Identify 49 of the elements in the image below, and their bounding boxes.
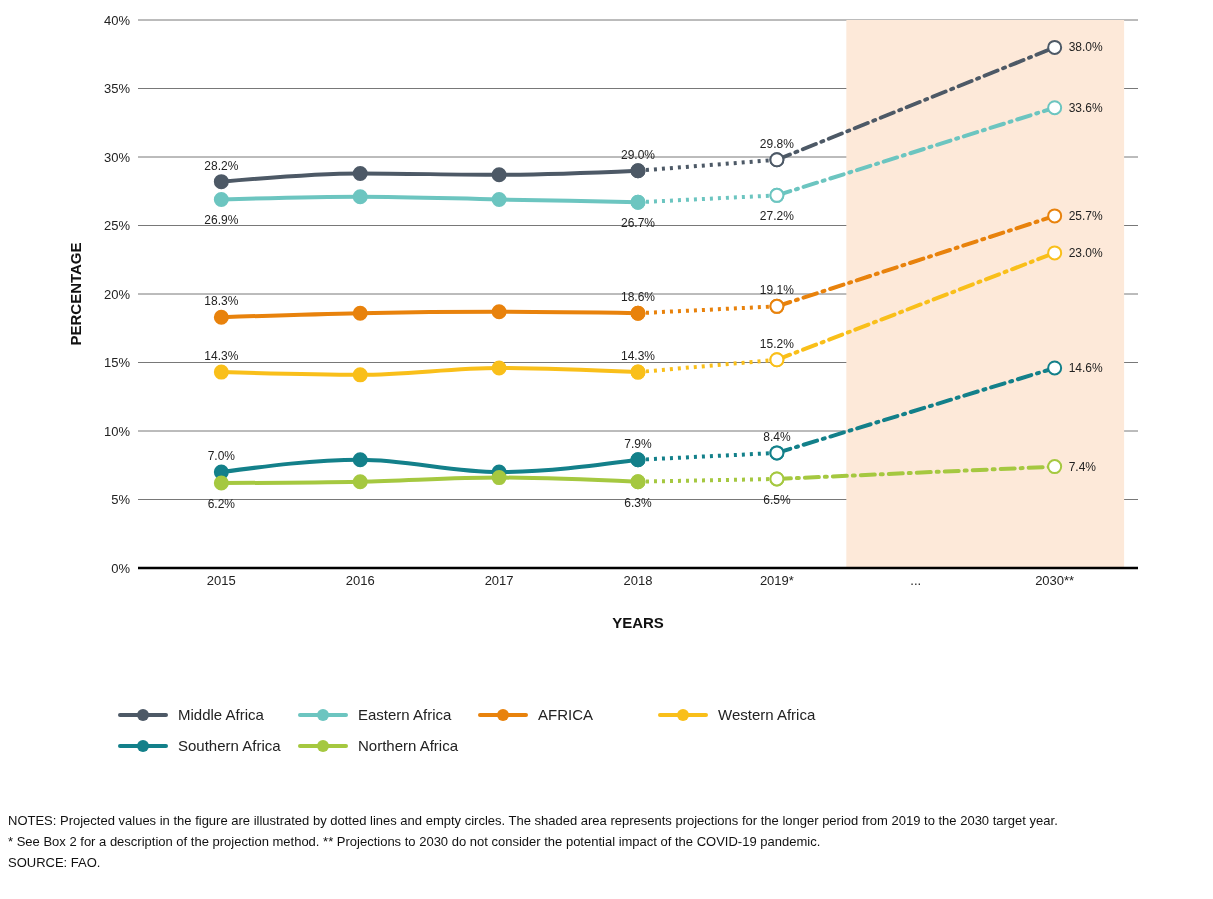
x-tick-label: 2015 [206, 573, 236, 589]
x-tick-label: 2016 [345, 573, 375, 589]
legend-label: AFRICA [538, 706, 594, 723]
source-note: SOURCE: FAO. [8, 854, 102, 872]
x-tick-label: 2030** [1035, 573, 1075, 589]
x-tick-label: 2018 [623, 573, 653, 589]
data-label: 6.3% [624, 495, 652, 510]
legend-label: Eastern Africa [358, 706, 452, 723]
y-tick-label: 30% [103, 149, 131, 165]
legend-label: Middle Africa [178, 706, 264, 723]
legend-label: Southern Africa [178, 737, 281, 754]
x-tick-label: 2019* [759, 573, 794, 589]
data-label: 18.6% [620, 290, 656, 305]
y-tick-label: 10% [103, 423, 131, 439]
text: NOTES: Projected values in the figure are illustrated by dotted lines and empty circles. The shaded area represents projections for the longer period from 2019 to the 2030 target year. [8, 812, 1059, 830]
data-label: 26.9% [204, 213, 239, 228]
y-tick-label: 0% [111, 560, 131, 576]
data-label: 15.2% [759, 336, 795, 351]
data-label: 14.6% [1068, 360, 1104, 375]
legend-label: Western Africa [718, 706, 816, 723]
data-label: 33.6% [1068, 100, 1104, 115]
y-tick-label: 20% [103, 286, 131, 302]
data-label: 6.2% [207, 497, 236, 512]
data-label: 18.3% [204, 294, 239, 309]
data-label: 29.0% [620, 147, 656, 162]
y-tick-label: 5% [111, 492, 131, 508]
y-tick-label: 25% [103, 218, 131, 234]
data-label: 8.4% [763, 429, 791, 444]
data-label: 38.0% [1068, 40, 1104, 55]
x-tick-label: 2017 [484, 573, 514, 589]
x-tick-label: ... [910, 573, 922, 589]
legend-label: Northern Africa [358, 737, 459, 754]
x-axis-title: YEARS [612, 614, 664, 631]
data-label: 19.1% [759, 283, 795, 298]
data-label: 14.3% [204, 349, 239, 364]
data-label: 25.7% [1068, 208, 1104, 223]
data-label: 7.4% [1068, 459, 1097, 474]
data-label: 7.0% [207, 449, 236, 464]
y-tick-label: 15% [103, 355, 131, 371]
data-label: 29.8% [759, 136, 795, 151]
y-tick-label: 35% [103, 81, 131, 97]
y-axis-title: PERCENTAGE [67, 242, 85, 346]
data-label: 14.3% [620, 349, 656, 364]
data-label: 7.9% [624, 436, 652, 451]
text: * See Box 2 for a description of the projection method. ** Projections to 2030 do not consider the potential impact of the COVID-19 pandemic. [8, 833, 822, 851]
data-label: 27.2% [759, 209, 795, 224]
y-tick-label: 40% [103, 12, 131, 28]
data-label: 23.0% [1068, 245, 1104, 260]
data-label: 28.2% [204, 158, 239, 173]
